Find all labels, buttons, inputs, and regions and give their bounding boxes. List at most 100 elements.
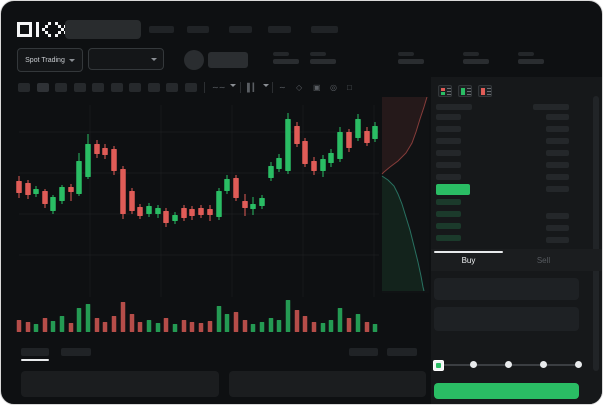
ask-amount-cell[interactable] <box>546 126 569 132</box>
bid-amount-cell[interactable] <box>546 213 569 219</box>
bottom-action-1[interactable] <box>349 348 378 356</box>
toolbar-divider <box>204 82 205 93</box>
volume-bar <box>294 310 300 332</box>
bottom-action-2[interactable] <box>387 348 417 356</box>
bid-price-cell[interactable] <box>436 211 461 217</box>
volume-bar <box>364 322 370 332</box>
orderbook-header-right <box>533 104 569 110</box>
ask-amount-cell[interactable] <box>546 138 569 144</box>
price-input[interactable] <box>434 278 579 300</box>
timeframe-button-5[interactable] <box>92 83 104 92</box>
draw-icon[interactable]: ◇ <box>296 83 303 92</box>
volume-bar <box>302 316 308 332</box>
ask-amount-cell[interactable] <box>546 162 569 168</box>
settings-icon[interactable]: ◎ <box>330 83 337 92</box>
volume-bar <box>372 324 378 332</box>
slider-handle-center <box>436 363 441 368</box>
volume-bar <box>120 302 126 332</box>
pair-logo-avatar[interactable] <box>184 50 204 70</box>
candle-body <box>146 206 152 214</box>
bid-price-cell[interactable] <box>436 223 461 229</box>
timeframe-button-7[interactable] <box>129 83 141 92</box>
stat-value-3 <box>398 59 424 64</box>
timeframe-button-2[interactable] <box>36 83 49 92</box>
bottom-tab-1[interactable] <box>21 348 49 356</box>
amount-input[interactable] <box>434 307 579 331</box>
pair-selector-dropdown[interactable] <box>88 48 164 70</box>
candle-body <box>364 131 370 143</box>
scrollbar[interactable] <box>593 96 599 371</box>
timeframe-button-10[interactable] <box>184 83 197 92</box>
okx-logo <box>17 22 70 37</box>
ask-price-cell[interactable] <box>436 162 461 168</box>
candle-body <box>76 161 82 194</box>
stat-value-1 <box>273 59 299 64</box>
candle-body <box>33 189 39 194</box>
tab-buy[interactable]: Buy <box>461 256 476 265</box>
candle-body <box>16 181 22 193</box>
tab-sell[interactable]: Sell <box>536 256 551 265</box>
candle-body <box>311 161 317 171</box>
wave-icon[interactable]: ∼ <box>279 83 286 92</box>
candle-body <box>50 197 56 211</box>
candle-body <box>137 207 143 216</box>
book-combined-icon[interactable] <box>438 85 452 97</box>
nav-item-1[interactable] <box>149 26 174 33</box>
volume-bar <box>233 312 239 332</box>
candle-style-icon[interactable]: ▌▎ <box>247 83 259 92</box>
timeframe-button-9[interactable] <box>166 83 178 92</box>
market-type-dropdown[interactable]: Spot Trading <box>17 48 83 72</box>
slider-stop[interactable] <box>575 361 582 368</box>
ask-price-cell[interactable] <box>436 138 461 144</box>
camera-icon[interactable]: ▣ <box>313 83 321 92</box>
nav-item-5[interactable] <box>311 26 338 33</box>
ask-amount-cell[interactable] <box>546 174 569 180</box>
nav-item-4[interactable] <box>268 26 291 33</box>
ask-amount-cell[interactable] <box>546 150 569 156</box>
candle-body <box>294 126 300 144</box>
indicator-squiggle-icon[interactable]: ∼∼ <box>212 83 226 92</box>
slider-stop[interactable] <box>470 361 477 368</box>
stat-label-3 <box>398 52 414 56</box>
trade-tabs <box>431 249 602 271</box>
timeframe-button-3[interactable] <box>55 83 67 92</box>
timeframe-button-6[interactable] <box>110 83 123 92</box>
bottom-tab-2[interactable] <box>61 348 91 356</box>
ask-price-cell[interactable] <box>436 114 461 120</box>
timeframe-button-1[interactable] <box>18 83 30 92</box>
candle-body <box>68 187 74 192</box>
ask-price-cell[interactable] <box>436 174 461 180</box>
volume-bar <box>146 320 152 332</box>
slider-stop[interactable] <box>505 361 512 368</box>
volume-bar <box>285 300 291 332</box>
volume-bar <box>68 323 74 332</box>
ask-price-cell[interactable] <box>436 126 461 132</box>
slider-handle[interactable] <box>433 360 444 371</box>
candle-body <box>259 198 265 206</box>
candlestick-chart[interactable] <box>15 97 431 337</box>
stat-label-5 <box>518 52 534 56</box>
candle-body <box>42 191 48 204</box>
candle-body <box>59 187 65 201</box>
ask-amount-cell[interactable] <box>546 114 569 120</box>
bid-amount-cell[interactable] <box>546 225 569 231</box>
slider-stop[interactable] <box>540 361 547 368</box>
bid-amount-cell[interactable] <box>546 237 569 243</box>
timeframe-button-8[interactable] <box>147 83 160 92</box>
timeframe-button-4[interactable] <box>73 83 86 92</box>
fullscreen-icon[interactable]: □ <box>347 83 352 92</box>
buy-submit-button[interactable] <box>434 383 579 399</box>
nav-item-3[interactable] <box>229 26 252 33</box>
candle-body <box>233 178 239 198</box>
ask-price-cell[interactable] <box>436 150 461 156</box>
book-asks-icon[interactable] <box>478 85 492 97</box>
icon-line <box>447 91 451 92</box>
last-price-badge[interactable] <box>436 184 470 195</box>
bid-price-cell[interactable] <box>436 199 461 205</box>
search-input[interactable] <box>65 20 141 39</box>
last-amount-cell <box>546 186 569 192</box>
book-bids-icon[interactable] <box>458 85 472 97</box>
nav-item-2[interactable] <box>187 26 209 33</box>
bid-price-cell[interactable] <box>436 235 461 241</box>
candle-body <box>129 191 135 211</box>
